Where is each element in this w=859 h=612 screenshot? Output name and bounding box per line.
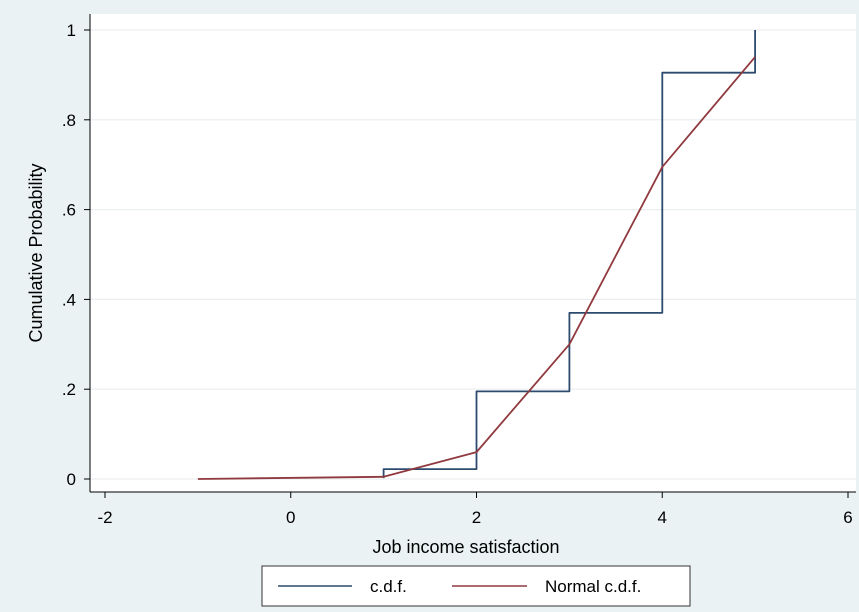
x-tick-label: 4	[658, 508, 667, 527]
normal-cdf-line	[197, 56, 756, 480]
legend: c.d.f. Normal c.d.f.	[261, 565, 691, 607]
y-ticks: 0 .2 .4 .6 .8 1	[62, 21, 90, 489]
y-tick-label: .4	[62, 290, 76, 309]
y-tick-label: .2	[62, 380, 76, 399]
legend-label-normal-cdf: Normal c.d.f.	[545, 577, 641, 596]
series-layer	[197, 30, 756, 480]
y-tick-label: .6	[62, 201, 76, 220]
y-tick-label: 1	[67, 21, 76, 40]
x-tick-label: -2	[97, 508, 112, 527]
x-tick-label: 2	[472, 508, 481, 527]
axes	[89, 14, 856, 493]
y-tick-label: 0	[67, 470, 76, 489]
legend-label-cdf: c.d.f.	[370, 577, 407, 596]
x-axis-title: Job income satisfaction	[372, 537, 559, 557]
x-tick-label: 6	[843, 508, 852, 527]
x-tick-label: 0	[286, 508, 295, 527]
y-tick-label: .8	[62, 111, 76, 130]
x-ticks: -2 0 2 4 6	[97, 492, 853, 527]
cdf-step-line	[382, 30, 756, 479]
y-axis-title: Cumulative Probability	[26, 163, 46, 342]
grid-lines	[90, 29, 856, 480]
plot-area	[90, 14, 856, 492]
